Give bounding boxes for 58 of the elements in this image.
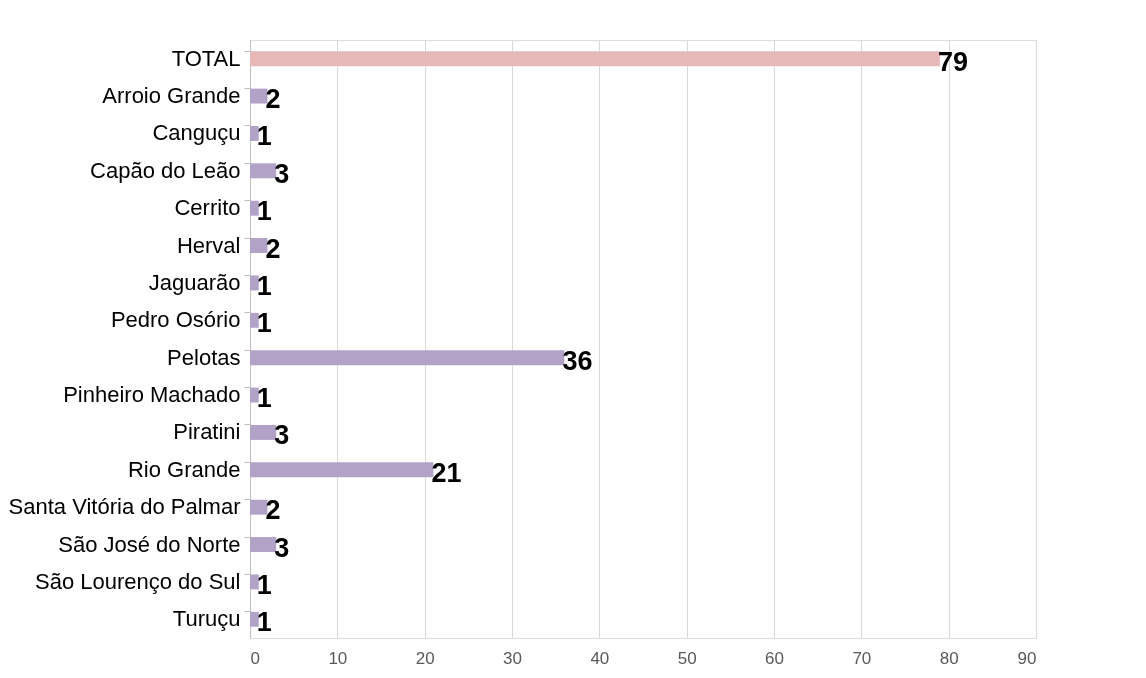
y-tick-label: Pedro Osório — [110, 307, 241, 333]
y-tick-label: Jaguarão — [148, 269, 241, 295]
y-tick-label: Pinheiro Machado — [63, 382, 241, 408]
bar — [250, 462, 434, 478]
data-label: 3 — [274, 532, 290, 563]
data-label: 1 — [256, 196, 272, 227]
data-label: 36 — [562, 345, 593, 376]
x-tick-label: 10 — [328, 648, 348, 668]
y-tick-label: Cerrito — [174, 195, 241, 221]
x-tick-label: 30 — [503, 648, 522, 668]
y-tick-label: Piratini — [173, 419, 241, 445]
bar — [250, 312, 259, 328]
bar — [250, 350, 565, 366]
data-label: 1 — [256, 607, 272, 638]
y-tick-label: Turuçu — [172, 606, 241, 632]
bar — [250, 499, 268, 515]
data-label: 3 — [274, 420, 290, 451]
data-label: 2 — [265, 495, 281, 526]
data-label: 1 — [256, 308, 272, 339]
y-tick-label: Capão do Leão — [90, 157, 241, 183]
bar — [250, 537, 277, 553]
x-tick-label: 0 — [250, 648, 260, 668]
y-tick-label: São José do Norte — [58, 531, 241, 557]
bar — [250, 125, 259, 141]
bar — [250, 574, 259, 590]
x-tick-label: 60 — [765, 648, 784, 668]
data-label: 1 — [256, 569, 272, 600]
y-tick-label: São Lourenço do Sul — [35, 568, 241, 594]
data-label: 1 — [256, 383, 272, 414]
x-tick-label: 50 — [677, 648, 697, 668]
x-tick-label: 70 — [852, 648, 872, 668]
data-label: 2 — [265, 233, 281, 264]
data-label: 3 — [274, 158, 290, 189]
bar — [250, 275, 259, 291]
data-label: 1 — [256, 270, 272, 301]
bar — [250, 51, 940, 67]
data-label: 1 — [256, 121, 272, 152]
data-label: 2 — [265, 84, 281, 115]
y-tick-label: TOTAL — [171, 45, 241, 71]
bar — [250, 163, 277, 179]
bar — [250, 238, 268, 254]
y-tick-label: Canguçu — [152, 120, 241, 146]
bar — [250, 200, 259, 216]
x-tick-label: 90 — [1017, 648, 1037, 668]
bar — [250, 88, 268, 104]
y-tick-label: Santa Vitória do Palmar — [8, 494, 241, 520]
y-tick-label: Rio Grande — [127, 456, 241, 482]
data-label: 79 — [937, 46, 968, 77]
y-tick-label: Pelotas — [167, 344, 241, 370]
x-tick-label: 40 — [590, 648, 610, 668]
bar — [250, 611, 259, 627]
data-label: 21 — [431, 457, 462, 488]
x-tick-label: 80 — [939, 648, 959, 668]
x-tick-label: 20 — [415, 648, 435, 668]
y-tick-label: Herval — [176, 232, 241, 258]
y-tick-label: Arroio Grande — [102, 83, 241, 109]
bar — [250, 387, 259, 403]
bar — [250, 424, 277, 440]
